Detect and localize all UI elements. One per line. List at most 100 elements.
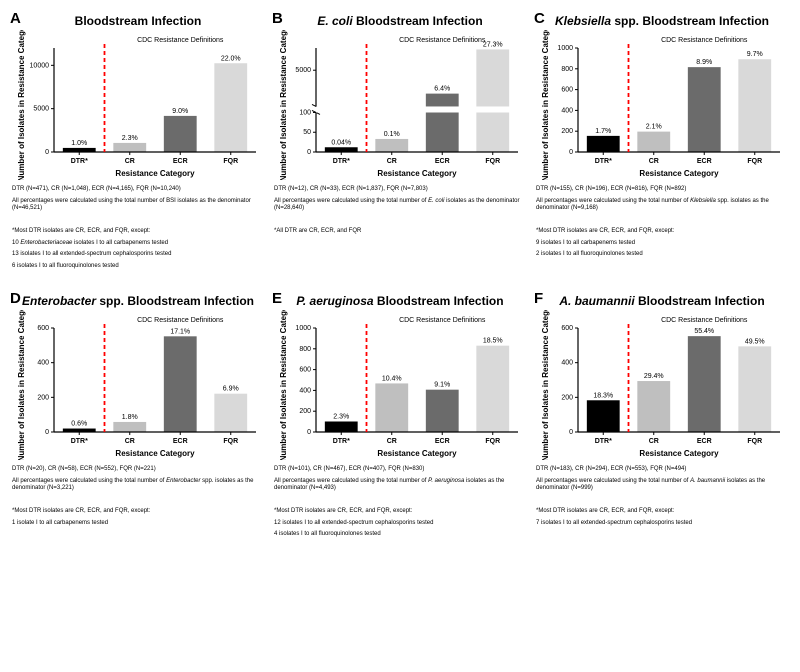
panel-letter: D (10, 290, 21, 307)
bar (325, 421, 358, 432)
svg-text:0.1%: 0.1% (384, 131, 400, 138)
svg-text:800: 800 (561, 66, 573, 73)
svg-text:2.3%: 2.3% (122, 135, 138, 142)
svg-text:0: 0 (569, 429, 573, 436)
chart: 020040060080010001.7%2.1%8.9%9.7%DTR*CRE… (536, 30, 786, 180)
svg-text:FQR: FQR (747, 438, 762, 445)
svg-text:0.04%: 0.04% (331, 139, 351, 146)
svg-text:2.3%: 2.3% (333, 413, 349, 420)
svg-text:55.4%: 55.4% (694, 328, 714, 335)
svg-text:Resistance Category: Resistance Category (639, 449, 719, 458)
chart: 020040060080010002.3%10.4%9.1%18.5%DTR*C… (274, 310, 524, 460)
svg-text:CR: CR (125, 438, 135, 445)
svg-text:9.0%: 9.0% (172, 108, 188, 115)
svg-text:Number of Isolates in Resistan: Number of Isolates in Resistance Categor… (541, 30, 550, 180)
panel-caption: DTR (N=183), CR (N=294), ECR (N=553), FQ… (536, 466, 788, 527)
svg-text:600: 600 (561, 87, 573, 94)
bar (688, 67, 721, 152)
svg-text:ECR: ECR (173, 438, 188, 445)
svg-text:1000: 1000 (557, 45, 573, 52)
svg-text:5000: 5000 (33, 106, 49, 113)
svg-text:49.5%: 49.5% (745, 338, 765, 345)
bar (375, 383, 408, 432)
svg-text:Number of Isolates in Resistan: Number of Isolates in Resistance Categor… (541, 310, 550, 460)
svg-text:9.1%: 9.1% (434, 382, 450, 389)
bar (587, 136, 620, 152)
bar (113, 143, 146, 152)
bar (637, 132, 670, 152)
svg-text:CR: CR (125, 158, 135, 165)
svg-text:400: 400 (299, 387, 311, 394)
svg-text:200: 200 (561, 394, 573, 401)
panel-title: A. baumannii Bloodstream Infection (536, 292, 788, 308)
bar (476, 346, 509, 432)
svg-text:DTR*: DTR* (595, 438, 612, 445)
svg-text:0: 0 (45, 149, 49, 156)
panel-C: CKlebsiella spp. Bloodstream Infection 0 2… (536, 12, 788, 274)
svg-text:Number of Isolates in Resistan: Number of Isolates in Resistance Categor… (279, 310, 288, 460)
svg-text:DTR*: DTR* (333, 438, 350, 445)
bar (688, 336, 721, 432)
panel-title: Klebsiella spp. Bloodstream Infection (536, 12, 788, 28)
svg-text:10000: 10000 (30, 62, 50, 69)
svg-text:ECR: ECR (697, 158, 712, 165)
bar (164, 116, 197, 152)
panel-letter: A (10, 10, 21, 27)
chart: 05010050000.04%0.1%6.4%27.3%DTR*CRECRFQR… (274, 30, 524, 180)
panel-caption: DTR (N=12), CR (N=33), ECR (N=1,837), FQ… (274, 186, 526, 236)
svg-text:2.1%: 2.1% (646, 124, 662, 131)
svg-text:100: 100 (299, 109, 311, 116)
svg-text:1.8%: 1.8% (122, 414, 138, 421)
bar (426, 390, 459, 432)
svg-text:CDC Resistance Definitions: CDC Resistance Definitions (661, 317, 748, 324)
svg-text:10.4%: 10.4% (382, 375, 402, 382)
svg-text:ECR: ECR (697, 438, 712, 445)
svg-text:Resistance Category: Resistance Category (115, 449, 195, 458)
svg-text:CR: CR (387, 438, 397, 445)
bar (113, 422, 146, 432)
svg-text:400: 400 (37, 360, 49, 367)
svg-text:FQR: FQR (223, 158, 238, 165)
svg-text:600: 600 (37, 325, 49, 332)
svg-text:200: 200 (37, 394, 49, 401)
panel-title: Bloodstream Infection (12, 12, 264, 28)
svg-text:CR: CR (649, 438, 659, 445)
svg-text:Number of Isolates in Resistan: Number of Isolates in Resistance Categor… (17, 30, 26, 180)
svg-text:CDC Resistance Definitions: CDC Resistance Definitions (661, 37, 748, 44)
svg-text:CDC Resistance Definitions: CDC Resistance Definitions (137, 37, 224, 44)
svg-text:0: 0 (45, 429, 49, 436)
bar (738, 346, 771, 432)
panel-grid: ABloodstream Infection05000100001.0%2.3%… (12, 12, 788, 543)
svg-text:FQR: FQR (485, 158, 500, 165)
svg-text:0: 0 (569, 149, 573, 156)
svg-text:1000: 1000 (295, 325, 311, 332)
panel-title: Enterobacter spp. Bloodstream Infection (12, 292, 264, 308)
svg-text:1.0%: 1.0% (71, 140, 87, 147)
svg-text:Resistance Category: Resistance Category (639, 169, 719, 178)
bar (214, 63, 247, 152)
svg-text:5000: 5000 (295, 67, 311, 74)
svg-text:6.4%: 6.4% (434, 86, 450, 93)
panel-letter: E (272, 290, 282, 307)
svg-text:600: 600 (299, 367, 311, 374)
panel-letter: F (534, 290, 543, 307)
svg-text:ECR: ECR (435, 438, 450, 445)
panel-letter: C (534, 10, 545, 27)
svg-text:0: 0 (307, 429, 311, 436)
svg-text:50: 50 (303, 129, 311, 136)
svg-text:27.3%: 27.3% (483, 41, 503, 48)
svg-text:CR: CR (387, 158, 397, 165)
svg-text:600: 600 (561, 325, 573, 332)
panel-title: P. aeruginosa Bloodstream Infection (274, 292, 526, 308)
svg-text:9.7%: 9.7% (747, 51, 763, 58)
svg-text:200: 200 (561, 128, 573, 135)
svg-text:400: 400 (561, 107, 573, 114)
svg-text:Resistance Category: Resistance Category (377, 169, 457, 178)
bar (587, 400, 620, 432)
panel-A: ABloodstream Infection 0 5000 10000 1.0% 2.3%… (12, 12, 264, 274)
svg-text:ECR: ECR (435, 158, 450, 165)
panel-caption: DTR (N=155), CR (N=196), ECR (N=816), FQ… (536, 186, 788, 259)
panel-F: FA. baumannii Bloodstream Infection 0 200 4… (536, 292, 788, 543)
svg-text:0: 0 (307, 149, 311, 156)
svg-text:18.5%: 18.5% (483, 338, 503, 345)
